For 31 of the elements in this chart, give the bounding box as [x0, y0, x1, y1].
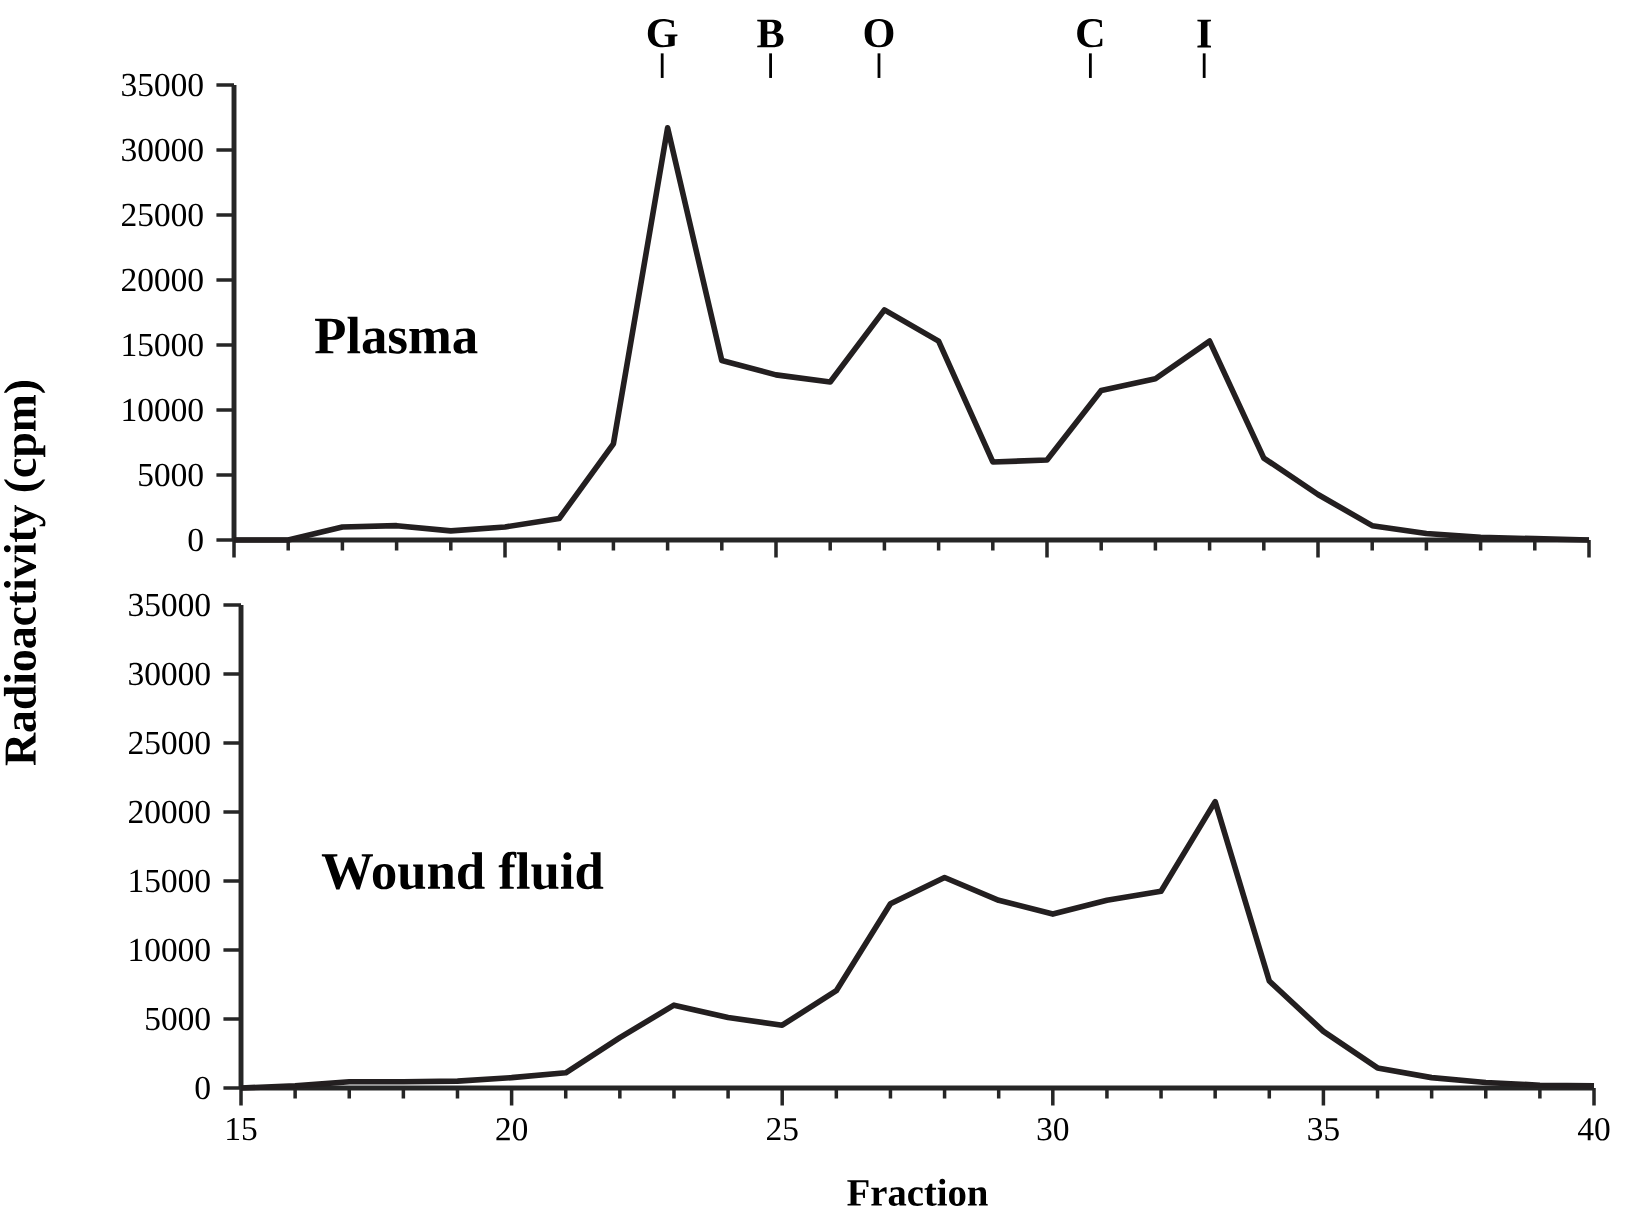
y-tick-label: 10000 [123, 398, 203, 422]
x-tick-label: 20 [496, 1117, 528, 1141]
x-tick-label: 35 [1308, 1117, 1339, 1141]
y-tick-label: 5000 [139, 463, 203, 487]
ref-line-label: G [647, 19, 678, 48]
ref-line-label: I [1197, 19, 1211, 48]
y-tick-label: 20000 [129, 800, 210, 824]
y-tick-label: 0 [195, 1076, 210, 1100]
y-tick-label: 30000 [122, 138, 203, 162]
y-tick-label: 35000 [122, 73, 203, 97]
x-axis-title: Fraction [847, 1178, 988, 1206]
y-tick-label: 30000 [129, 662, 210, 686]
y-tick-label: 15000 [130, 869, 210, 893]
y-tick-label: 10000 [130, 938, 210, 962]
ref-line-label: B [757, 19, 784, 48]
y-tick-label: 25000 [129, 731, 210, 755]
y-tick-label: 0 [188, 528, 203, 552]
y-tick-label: 35000 [129, 593, 210, 617]
y-tick-label: 5000 [146, 1007, 210, 1031]
y-tick-label: 15000 [123, 333, 203, 357]
annotation: Plasma [315, 316, 478, 354]
x-tick-label: 25 [767, 1117, 798, 1141]
y-tick-label: 20000 [122, 268, 203, 292]
x-tick-label: 15 [227, 1117, 257, 1141]
x-tick-label: 30 [1037, 1117, 1069, 1141]
y-axis-title: Radioactivity (cpm) [3, 380, 46, 766]
x-tick-label: 40 [1577, 1117, 1610, 1141]
y-tick-label: 25000 [122, 203, 203, 227]
annotation: Wound fluid [321, 851, 604, 890]
ref-line-label: C [1077, 19, 1103, 48]
ref-line-label: O [864, 19, 894, 48]
